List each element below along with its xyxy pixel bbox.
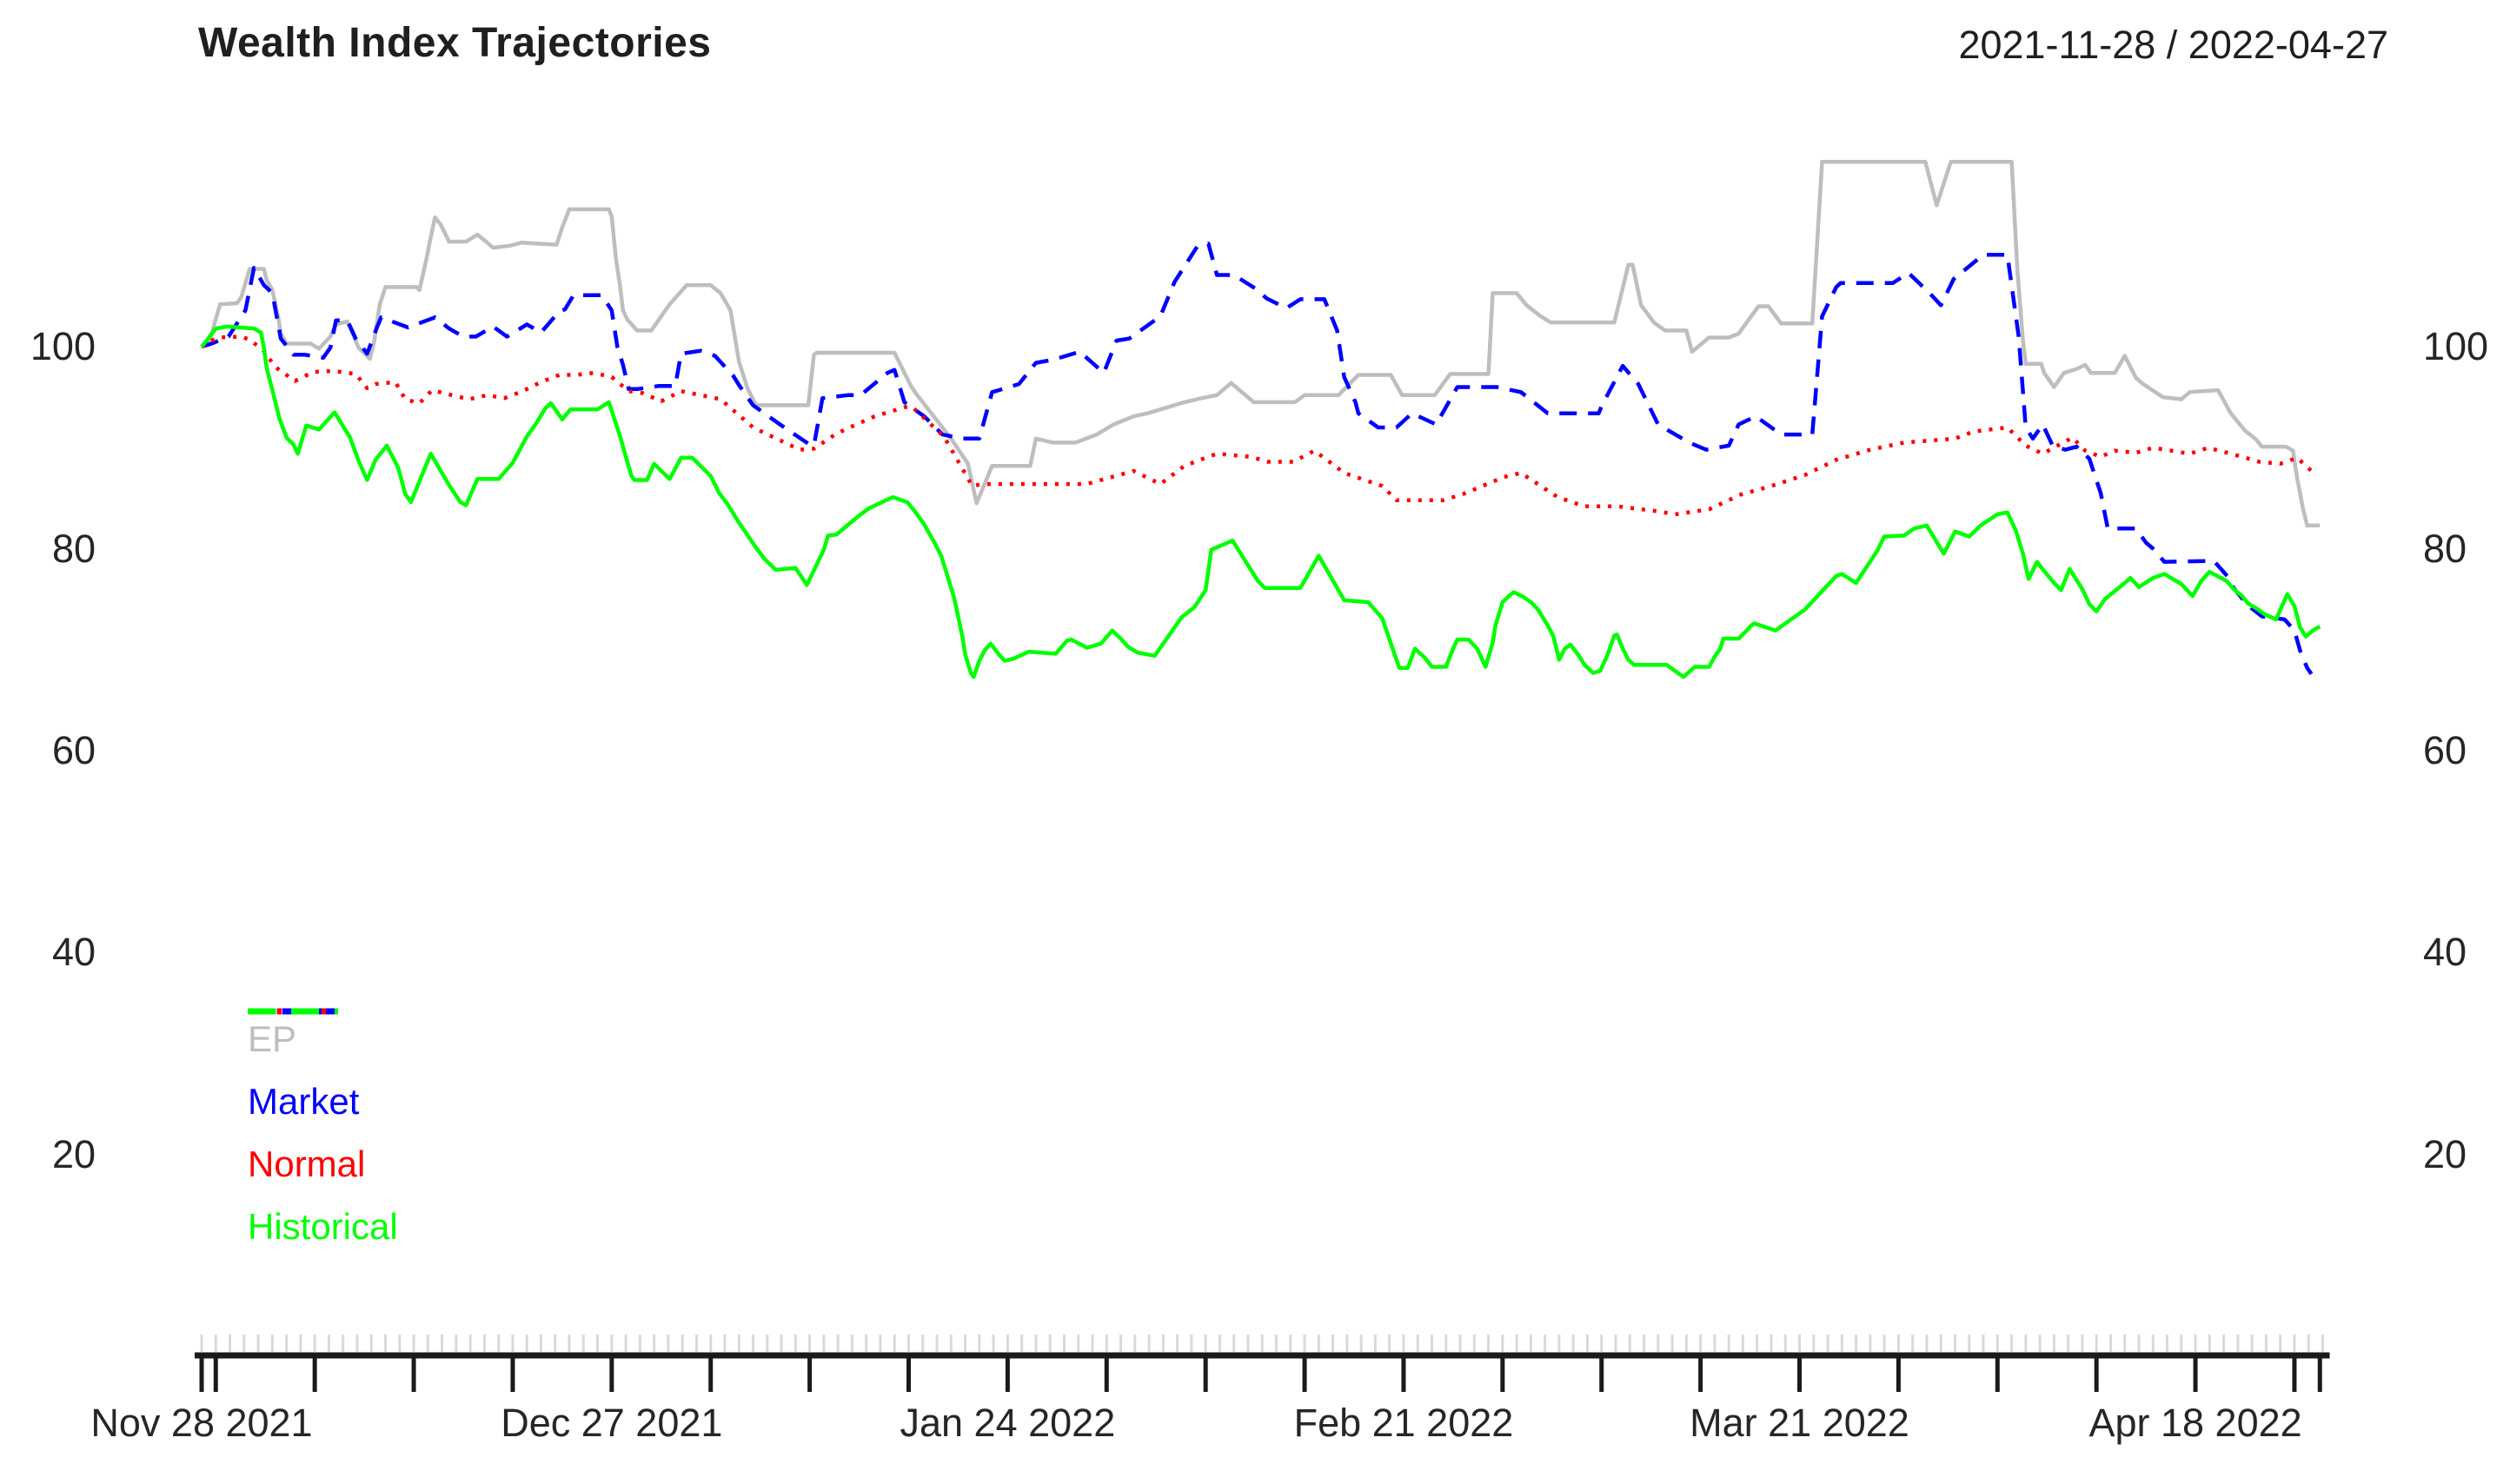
chart-date-range: 2021-11-28 / 2022-04-27 (1958, 23, 2388, 67)
series-line-market (201, 242, 2314, 675)
historical-line-sample (248, 1008, 338, 1015)
series-line-normal (200, 335, 2314, 517)
y-tick-label-left: 60 (51, 728, 96, 772)
x-tick-label: Jan 24 2022 (900, 1401, 1116, 1445)
y-tick-label-left: 20 (51, 1132, 96, 1176)
legend-label-market: Market (248, 1081, 360, 1122)
x-tick-label: Mar 21 2022 (1690, 1401, 1909, 1445)
chart-title: Wealth Index Trajectories (198, 20, 712, 66)
legend: EP Market Normal Historical (248, 1008, 398, 1258)
y-tick-label-right: 40 (2423, 930, 2467, 974)
legend-label-historical: Historical (248, 1206, 398, 1247)
y-tick-label-right: 60 (2423, 728, 2467, 772)
series-line-historical (200, 324, 2321, 679)
legend-item-normal: Normal (248, 1008, 398, 1196)
series-line-ep (201, 160, 2321, 528)
y-tick-label-left: 40 (51, 930, 96, 974)
y-tick-label-left: 80 (51, 527, 96, 571)
y-tick-label-right: 20 (2423, 1132, 2467, 1176)
y-tick-label-right: 100 (2423, 324, 2489, 368)
legend-item-market: Market (248, 1008, 398, 1133)
legend-item-historical: Historical (248, 1008, 398, 1258)
y-tick-label-left: 100 (30, 324, 96, 368)
legend-label-normal: Normal (248, 1143, 366, 1184)
x-tick-label: Apr 18 2022 (2088, 1401, 2302, 1445)
y-tick-label-right: 80 (2423, 527, 2467, 571)
x-tick-label: Feb 21 2022 (1293, 1401, 1514, 1445)
x-tick-label: Nov 28 2021 (90, 1401, 313, 1445)
x-tick-label: Dec 27 2021 (501, 1401, 723, 1445)
legend-item-ep: EP (248, 1008, 398, 1070)
legend-label-ep: EP (248, 1018, 297, 1059)
